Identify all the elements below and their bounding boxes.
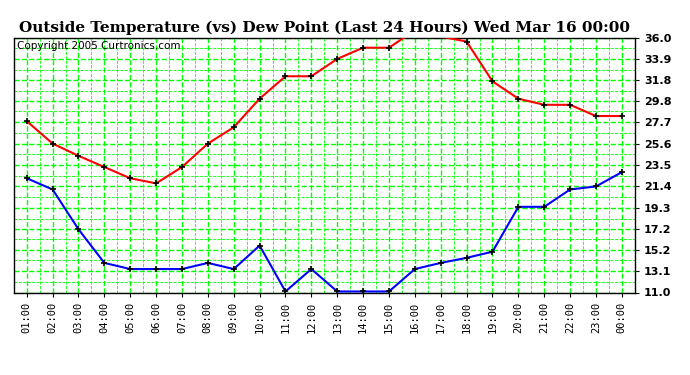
Title: Outside Temperature (vs) Dew Point (Last 24 Hours) Wed Mar 16 00:00: Outside Temperature (vs) Dew Point (Last… xyxy=(19,21,630,35)
Text: Copyright 2005 Curtronics.com: Copyright 2005 Curtronics.com xyxy=(17,41,180,51)
